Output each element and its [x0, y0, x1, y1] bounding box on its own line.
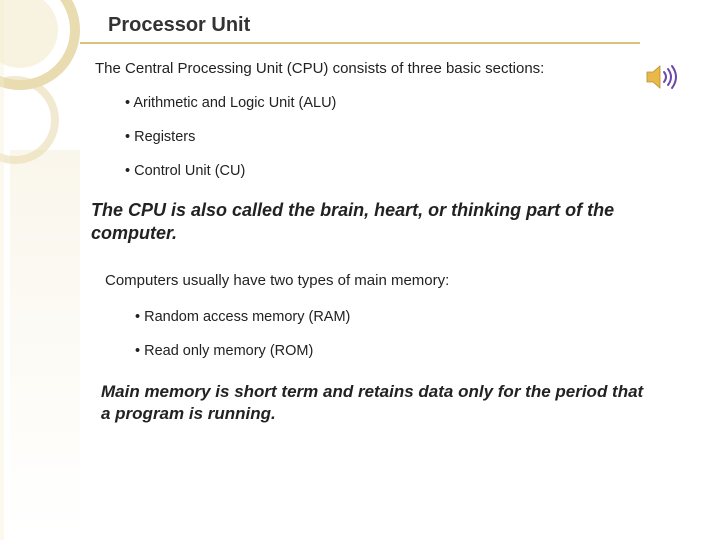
intro-paragraph-2: Computers usually have two types of main…	[105, 272, 655, 289]
emphasis-paragraph-1: The CPU is also called the brain, heart,…	[91, 199, 655, 246]
emphasis-paragraph-2: Main memory is short term and retains da…	[101, 381, 655, 425]
bullet-item: • Random access memory (RAM)	[135, 309, 655, 325]
bullet-item: • Registers	[125, 129, 655, 145]
background-decoration	[0, 0, 90, 540]
bullet-text: Read only memory (ROM)	[144, 343, 313, 359]
bullet-text: Random access memory (RAM)	[144, 309, 350, 325]
bullet-list-2: • Random access memory (RAM) • Read only…	[135, 309, 655, 359]
slide-title: Processor Unit	[108, 14, 250, 37]
bullet-item: • Read only memory (ROM)	[135, 343, 655, 359]
slide-content: The Central Processing Unit (CPU) consis…	[95, 60, 655, 425]
bullet-text: Control Unit (CU)	[134, 163, 245, 179]
bullet-text: Arithmetic and Logic Unit (ALU)	[133, 95, 336, 111]
bullet-item: • Control Unit (CU)	[125, 163, 655, 179]
bullet-list-1: • Arithmetic and Logic Unit (ALU) • Regi…	[125, 95, 655, 179]
bullet-item: • Arithmetic and Logic Unit (ALU)	[125, 95, 655, 111]
bullet-text: Registers	[134, 129, 195, 145]
title-underline	[80, 42, 640, 44]
intro-paragraph-1: The Central Processing Unit (CPU) consis…	[95, 60, 655, 77]
slide-container: Processor Unit The Central Processing Un…	[0, 0, 720, 540]
